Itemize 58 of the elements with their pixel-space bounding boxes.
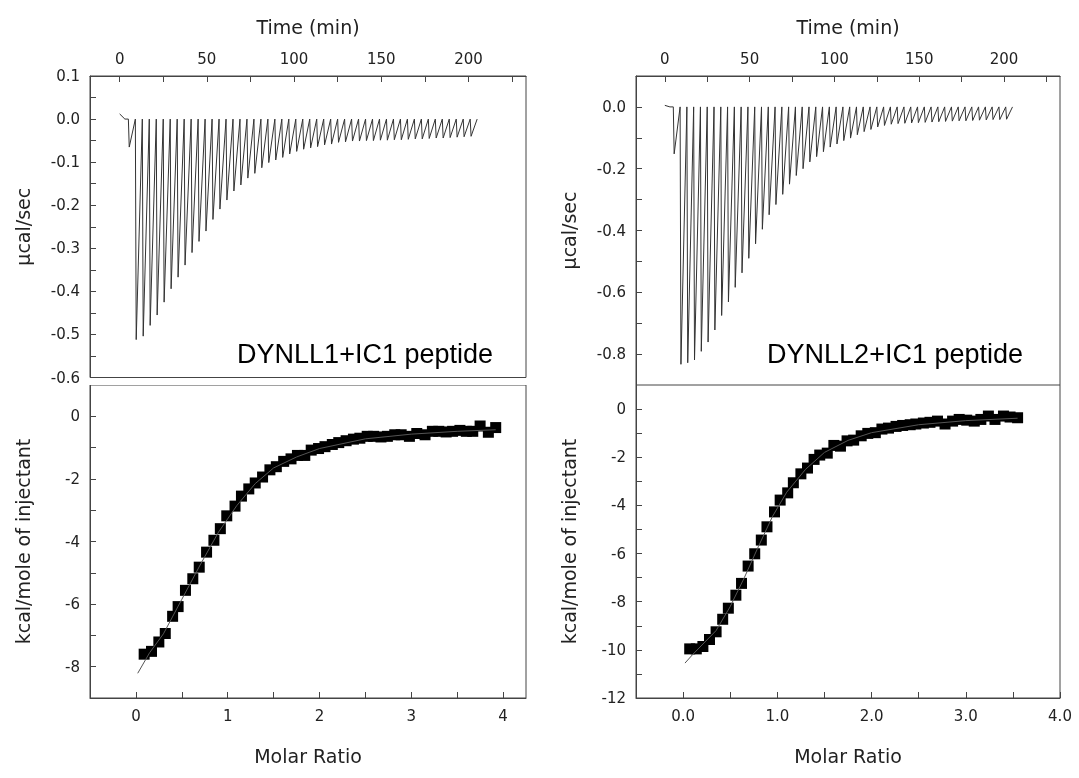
y-tick-label: -0.4 <box>596 221 626 240</box>
y-tick-label: -0.3 <box>50 239 80 258</box>
line-series <box>119 113 478 341</box>
point <box>1012 412 1024 424</box>
y-tick-label: -0.6 <box>596 283 626 302</box>
x-tick-label: 50 <box>740 49 760 68</box>
x-axis-title: Time (min) <box>255 15 360 38</box>
y-axis-title: µcal/sec <box>557 191 580 270</box>
x-tick-label: 3.0 <box>953 706 978 725</box>
x-tick-label: 3 <box>406 706 417 725</box>
x-tick-label: 200 <box>454 49 483 68</box>
x-tick-label: 1 <box>222 706 233 725</box>
y-tick-label: -10 <box>601 640 626 659</box>
y-axis-title: kcal/mole of injectant <box>557 438 580 645</box>
x-tick-label: 100 <box>279 49 309 68</box>
y-tick-label: 0.1 <box>56 67 80 85</box>
y-tick-label: -2 <box>611 448 626 467</box>
y-tick-label: -0.1 <box>50 153 80 172</box>
x-tick-label: 0 <box>660 49 670 68</box>
x-tick-label: 4 <box>498 706 508 725</box>
x-axis-title: Time (min) <box>795 15 900 38</box>
x-tick-label: 100 <box>820 49 849 68</box>
x-tick-label: 150 <box>366 49 396 68</box>
y-tick-label: 0 <box>616 400 626 419</box>
x-tick-label: 50 <box>197 49 217 68</box>
y-tick-label: -8 <box>65 657 80 676</box>
y-tick-label: -2 <box>65 469 80 488</box>
y-tick-label: -8 <box>611 592 626 611</box>
x-tick-label: 0.0 <box>671 706 696 725</box>
y-tick-label: -0.5 <box>50 325 80 344</box>
y-tick-label: -0.2 <box>596 159 626 178</box>
point <box>490 422 502 434</box>
x-tick-label: 200 <box>989 49 1019 68</box>
x-tick-label: 0 <box>114 49 125 68</box>
x-tick-label: 4.0 <box>1048 706 1072 725</box>
x-axis-title: Molar Ratio <box>794 744 902 767</box>
x-tick-label: 1.0 <box>765 706 790 725</box>
y-tick-label: -0.8 <box>596 345 626 364</box>
y-tick-label: 0.0 <box>56 110 80 129</box>
x-tick-label: 0 <box>131 706 141 725</box>
y-tick-label: -4 <box>65 532 80 551</box>
y-axis-title: kcal/mole of injectant <box>11 438 34 645</box>
x-axis-title: Molar Ratio <box>254 744 362 767</box>
y-tick-label: 0.0 <box>602 97 626 116</box>
y-tick-label: -4 <box>611 496 626 515</box>
y-tick-label: -0.6 <box>50 368 80 387</box>
y-axis-title: µcal/sec <box>11 187 34 266</box>
y-tick-label: 0 <box>70 407 80 426</box>
annotation: DYNLL1+IC1 peptide <box>237 338 493 369</box>
x-tick-label: 150 <box>904 49 934 68</box>
y-tick-label: -0.4 <box>50 282 80 301</box>
y-tick-label: -0.2 <box>50 196 80 215</box>
y-tick-label: -6 <box>65 595 80 614</box>
x-tick-label: 2 <box>314 706 325 725</box>
y-tick-label: -6 <box>611 544 626 563</box>
annotation: DYNLL2+IC1 peptide <box>767 338 1023 369</box>
x-tick-label: 2.0 <box>859 706 884 725</box>
y-tick-label: -12 <box>601 689 626 707</box>
